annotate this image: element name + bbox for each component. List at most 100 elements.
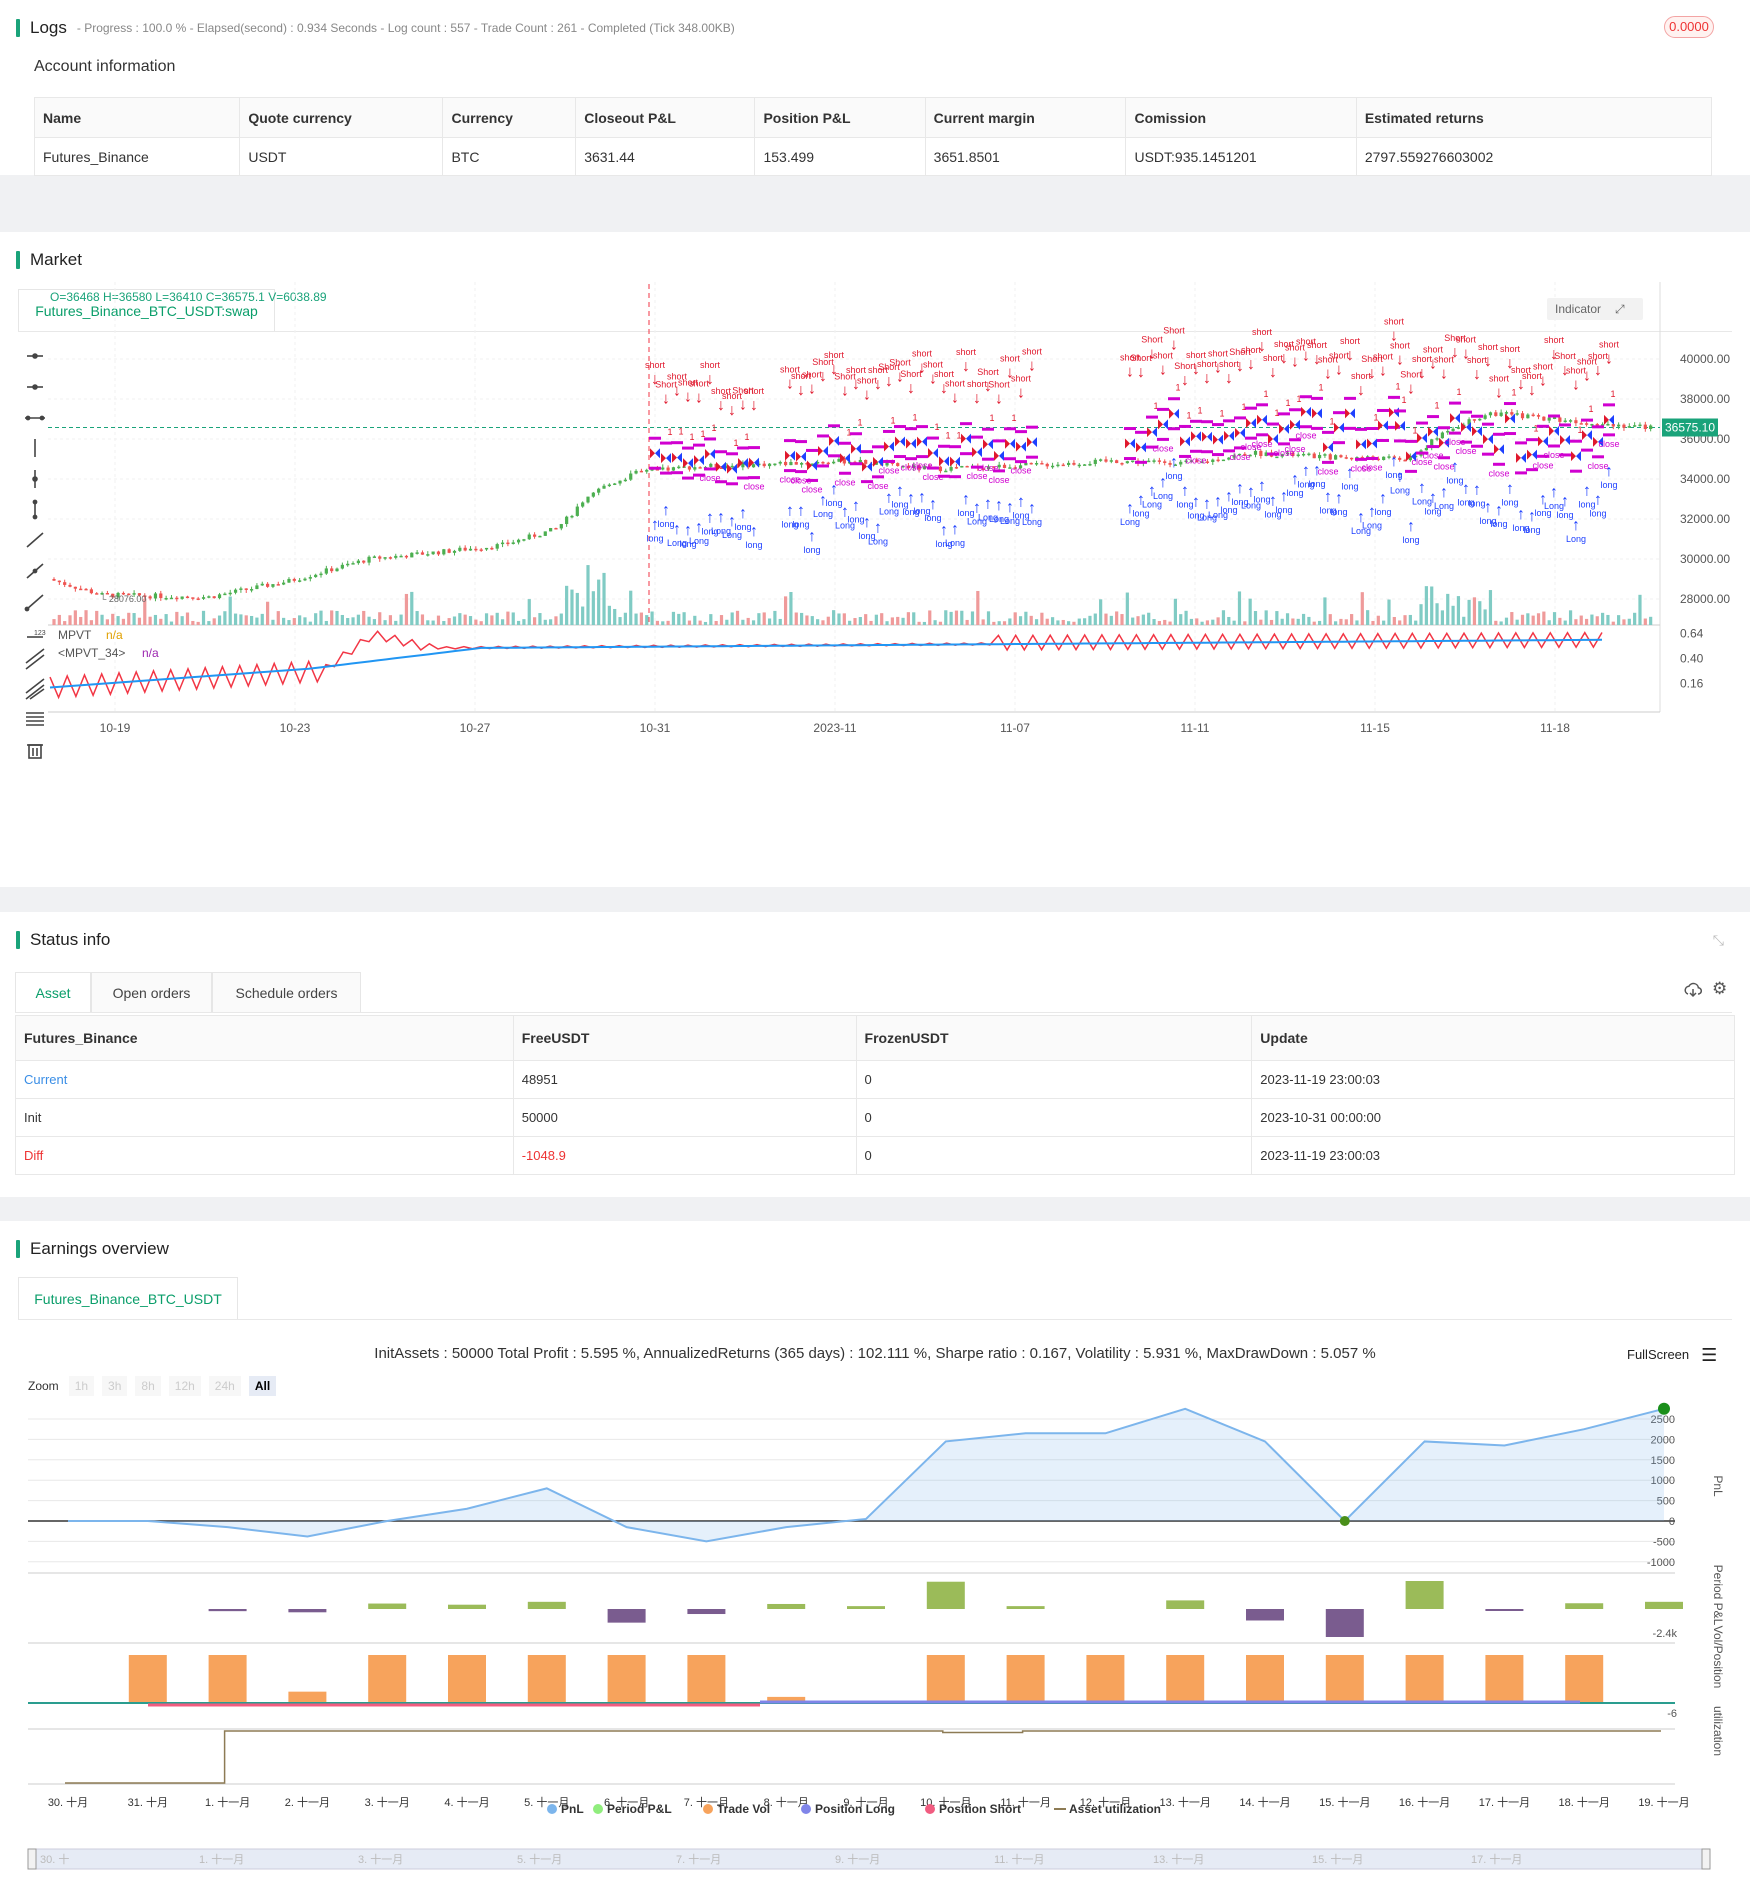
legend-item[interactable]: Period P&L [607, 1802, 672, 1816]
entry-triangle [1295, 419, 1300, 430]
candle-body [335, 568, 339, 572]
close-label: close [1010, 466, 1031, 476]
long-arrow-marker: ↑ [874, 519, 882, 536]
collapse-icon[interactable]: ⤡ [1712, 932, 1724, 948]
short-arrow-marker: ↓ [1396, 352, 1404, 369]
volume-bar [490, 615, 494, 625]
earnings-chart[interactable]: 2500 2000 1500 1000 500 0 -500 -1000 PnL Period P… [0, 1221, 1750, 1898]
qty-label: 1 [1274, 408, 1279, 418]
entry-triangle [1169, 408, 1174, 419]
short-arrow-marker: ↓ [695, 390, 703, 407]
volume-bar [933, 620, 937, 625]
trade-vol-bar [1565, 1655, 1604, 1703]
period-pnl-bar [1166, 1600, 1205, 1609]
volume-bar [922, 621, 927, 625]
close-label: close [900, 463, 921, 473]
candle-body [1526, 414, 1530, 419]
menu-icon[interactable]: ☰ [1701, 1344, 1718, 1365]
candle-body [105, 593, 109, 595]
legend-item[interactable]: Trade Vol [717, 1802, 770, 1816]
cloud-icon[interactable] [1684, 982, 1703, 1003]
candle-body [303, 578, 307, 581]
short-label: Short [1554, 351, 1576, 361]
long-label: long [957, 508, 974, 518]
entry-triangle [961, 433, 966, 444]
short-label: short [1423, 345, 1444, 355]
legend-item[interactable]: Position Long [815, 1802, 895, 1816]
volume-bar [324, 620, 328, 625]
zoom-option-All[interactable]: All [248, 1376, 277, 1396]
entry-triangle [699, 455, 704, 466]
candle-body [874, 461, 878, 465]
entry-triangle [790, 450, 795, 461]
navigator-handle-right[interactable] [1701, 1848, 1711, 1870]
entry-triangle [1400, 420, 1405, 431]
legend-item[interactable]: Position Short [939, 1802, 1021, 1816]
entry-triangle [906, 438, 911, 449]
fullscreen-button[interactable]: FullScreen ☰ [1627, 1344, 1718, 1365]
account-table: Name Quote currency Currency Closeout P&L Po… [33, 97, 1713, 176]
date-tick-label: 13. 十一月 [1160, 1795, 1211, 1809]
volume-bar [351, 617, 355, 625]
trade-vol-bar [1166, 1655, 1205, 1703]
volume-bar [84, 610, 88, 625]
zoom-option-1h[interactable]: 1h [68, 1376, 95, 1396]
tab-schedule-orders[interactable]: Schedule orders [212, 972, 361, 1012]
qty-label: 1 [1219, 409, 1224, 419]
long-label: Long [879, 507, 899, 517]
volume-bar [1472, 597, 1477, 625]
candle-body [340, 564, 344, 569]
volume-bar [303, 617, 307, 625]
volume-bar [447, 618, 451, 625]
drawing-tools-icons[interactable]: 123 [22, 347, 48, 787]
candle-body [1109, 460, 1113, 462]
long-label: long [1556, 510, 1573, 520]
volume-bar [1173, 598, 1177, 625]
volume-bar [997, 621, 1001, 625]
candle-body [725, 465, 729, 469]
tab-market-symbol[interactable]: Futures_Binance_BTC_USDT:swap [18, 289, 275, 331]
time-tick-label: 10-23 [280, 721, 311, 735]
long-arrow-marker: ↑ [1324, 488, 1332, 505]
gear-icon[interactable]: ⚙ [1712, 979, 1728, 998]
candle-body [1392, 456, 1396, 458]
indicator-button[interactable]: Indicator ⤢ [1547, 298, 1643, 320]
short-arrow-marker: ↓ [962, 358, 970, 375]
volume-bar [159, 618, 163, 625]
free-usdt-cell: 50000 [512, 1098, 857, 1137]
navigator-handle-left[interactable] [27, 1848, 37, 1870]
candle-body [1494, 412, 1498, 416]
long-arrow-marker: ↑ [1170, 454, 1178, 471]
zoom-option-8h[interactable]: 8h [135, 1376, 161, 1396]
section-marker [16, 1240, 20, 1258]
zoom-option-12h[interactable]: 12h [168, 1376, 201, 1396]
volume-bar [1419, 604, 1423, 625]
volume-bar [1083, 618, 1087, 625]
expand-icon[interactable]: ⤢ [1615, 301, 1625, 316]
volume-bar [479, 621, 483, 625]
short-arrow-marker: ↓ [1550, 346, 1558, 363]
short-label: short [1456, 334, 1477, 344]
short-arrow-marker: ↓ [819, 368, 827, 385]
long-label: Long [1351, 526, 1371, 536]
tab-asset[interactable]: Asset [15, 972, 91, 1012]
long-label: Long [722, 530, 742, 540]
legend-item[interactable]: Asset utilization [1069, 1802, 1161, 1816]
tab-earnings-symbol[interactable]: Futures_Binance_BTC_USDT [18, 1277, 238, 1319]
entry-triangle [1560, 434, 1565, 445]
volume-bar [196, 621, 200, 625]
axis-title: utilization [1711, 1706, 1725, 1756]
volume-bar [1301, 613, 1306, 625]
legend-item[interactable]: PnL [561, 1802, 584, 1816]
zoom-option-24h[interactable]: 24h [208, 1376, 241, 1396]
volume-bar [212, 618, 216, 625]
candle-body [1350, 457, 1354, 460]
volume-bar [1232, 620, 1236, 625]
long-label: long [1501, 498, 1518, 508]
volume-bar [703, 621, 708, 625]
account-info-title: Account information [34, 58, 176, 75]
candle-body [949, 467, 953, 471]
long-label: Long [1434, 501, 1454, 511]
zoom-option-3h[interactable]: 3h [102, 1376, 128, 1396]
tab-open-orders[interactable]: Open orders [91, 972, 212, 1012]
